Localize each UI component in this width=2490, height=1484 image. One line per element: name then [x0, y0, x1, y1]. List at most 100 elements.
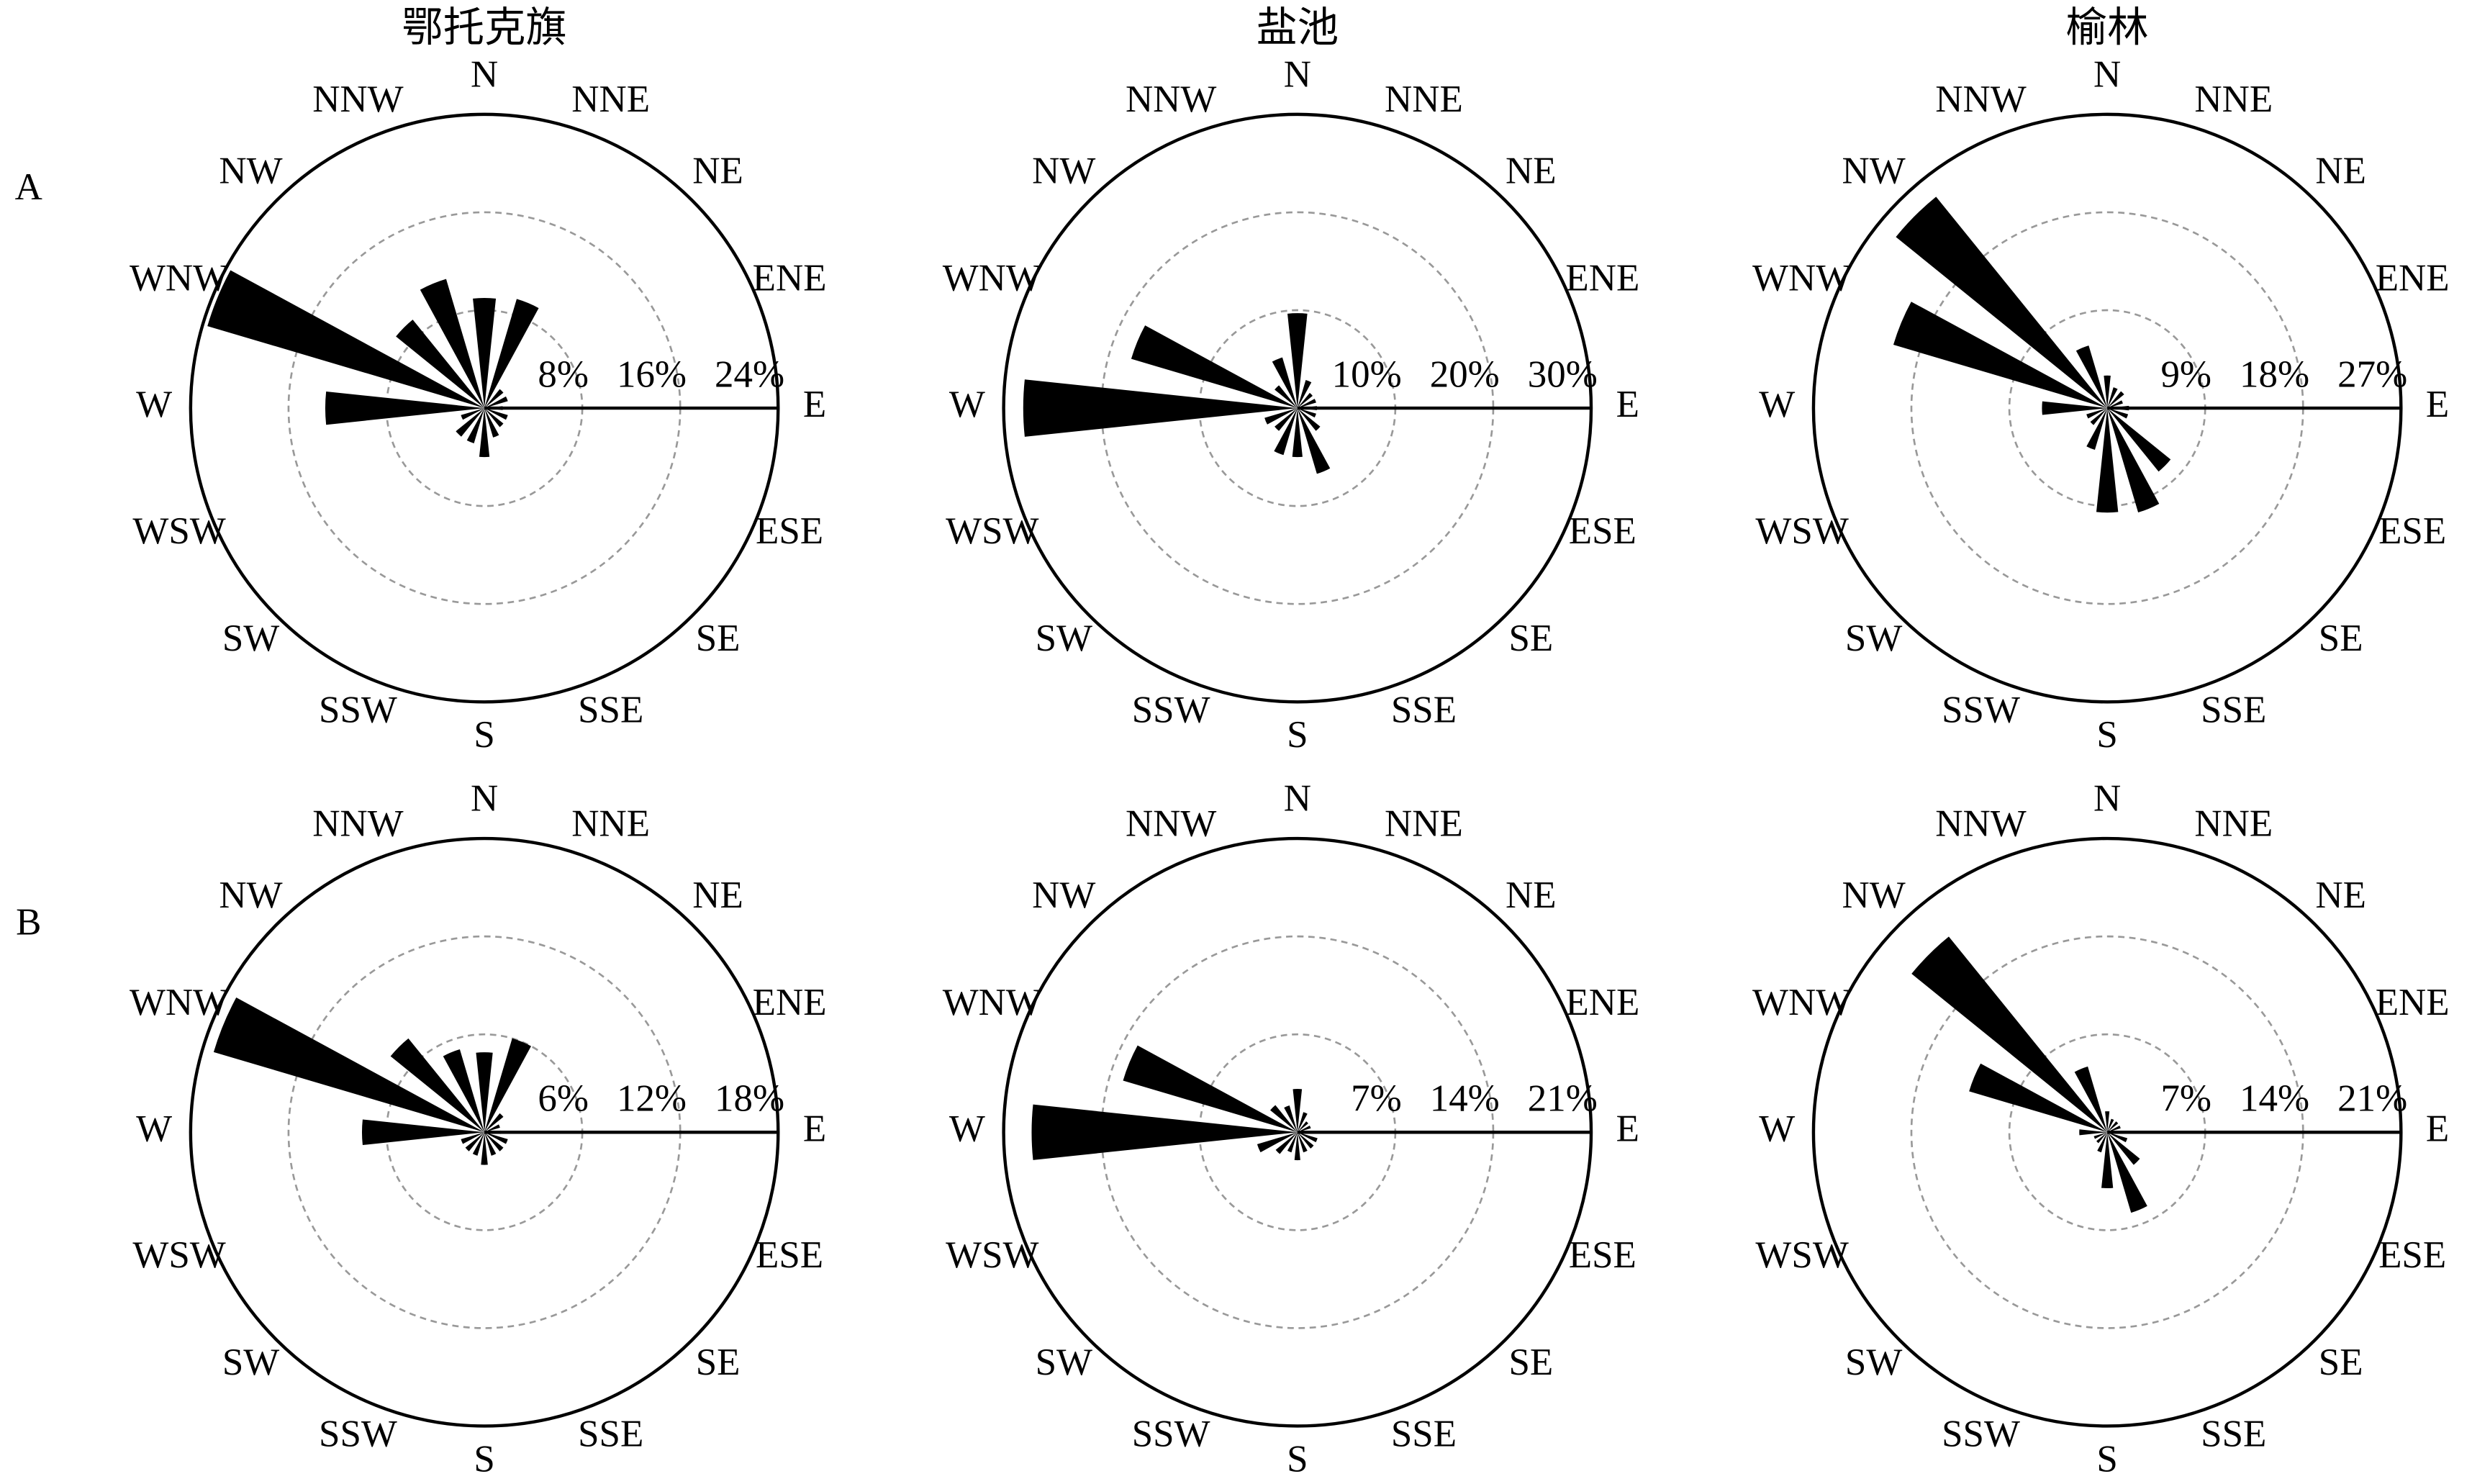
chart-title: 榆林	[2066, 5, 2149, 50]
direction-label: N	[471, 53, 498, 95]
wind-bar	[476, 1052, 493, 1133]
wind-bar	[484, 1132, 497, 1156]
direction-label: E	[803, 1108, 826, 1149]
direction-label: WSW	[1755, 1234, 1848, 1276]
wind-bar	[1297, 399, 1316, 409]
direction-label: SSE	[2201, 1413, 2266, 1454]
direction-label: NW	[1032, 150, 1095, 192]
wind-bar	[2096, 408, 2119, 513]
direction-label: S	[1287, 714, 1308, 756]
direction-label: S	[2096, 1438, 2117, 1480]
wind-bar	[1297, 1121, 1308, 1133]
wind-bar	[456, 408, 485, 437]
wind-bar	[1297, 1125, 1311, 1133]
wind-bar	[484, 396, 508, 409]
direction-label: NNE	[571, 802, 650, 844]
r-tick-label: 30%	[1528, 353, 1598, 395]
wind-bar	[2107, 1121, 2119, 1133]
direction-label: WSW	[946, 510, 1038, 552]
wind-bar	[484, 1113, 504, 1133]
r-tick-label: 12%	[617, 1077, 687, 1119]
wind-bar	[461, 1132, 485, 1144]
wind-bar	[1287, 1132, 1298, 1153]
wind-bar	[2107, 408, 2129, 419]
direction-label: W	[1759, 384, 1795, 425]
wind-bar	[1969, 1063, 2108, 1133]
direction-label: ENE	[753, 258, 827, 299]
direction-label: NW	[1032, 874, 1095, 916]
wind-bar	[1292, 1088, 1303, 1133]
wind-bar	[2074, 1066, 2108, 1133]
wind-bar	[1297, 392, 1313, 409]
direction-label: SSW	[1132, 1413, 1210, 1454]
direction-label: SE	[1508, 1342, 1553, 1383]
wind-bar	[443, 1049, 485, 1133]
direction-label: NE	[2315, 874, 2366, 916]
wind-bar	[2107, 408, 2160, 513]
wind-bar	[2107, 1118, 2114, 1133]
r-tick-label: 8%	[538, 353, 589, 395]
wind-bar	[1292, 408, 1303, 458]
direction-label: WSW	[132, 510, 225, 552]
wind-bar	[472, 1132, 485, 1156]
direction-label: SSE	[578, 689, 643, 730]
direction-label: NNE	[1385, 802, 1463, 844]
row-label: A	[15, 166, 42, 208]
wind-bar	[1270, 1105, 1298, 1133]
wind-bar	[2107, 1125, 2121, 1133]
direction-label: SSE	[578, 1413, 643, 1454]
wind-bar	[1274, 408, 1298, 456]
wind-bar	[1297, 1132, 1308, 1153]
direction-label: N	[2093, 777, 2121, 819]
wind-bar	[2075, 345, 2108, 409]
wind-bar	[1297, 1132, 1314, 1149]
direction-label: NE	[692, 150, 743, 192]
wind-bar	[1297, 1131, 1312, 1134]
direction-label: ESE	[2378, 510, 2446, 552]
wind-bar	[2107, 387, 2118, 409]
direction-label: N	[1284, 53, 1311, 95]
wind-bar	[1131, 325, 1298, 409]
wind-bar	[1893, 302, 2108, 409]
wind-bar	[2107, 1131, 2122, 1134]
wind-bar	[481, 1132, 488, 1165]
wind-bar	[2042, 401, 2108, 415]
wind-bar	[1031, 1104, 1298, 1160]
wind-bar	[2097, 1132, 2108, 1153]
wind-bar	[207, 270, 485, 409]
direction-label: WNW	[1752, 982, 1852, 1023]
direction-label: ESE	[1569, 510, 1636, 552]
direction-label: WNW	[130, 982, 229, 1023]
direction-label: SE	[1508, 617, 1553, 659]
direction-label: NE	[692, 874, 743, 916]
direction-label: SE	[696, 1342, 741, 1383]
wind-bar	[2079, 1129, 2108, 1136]
direction-label: SW	[1845, 1342, 1902, 1383]
direction-label: NNE	[2194, 78, 2273, 120]
wind-bar	[484, 389, 504, 409]
wind-bar	[484, 408, 499, 438]
direction-label: SSE	[1391, 689, 1457, 730]
r-tick-label: 21%	[1528, 1077, 1598, 1119]
direction-label: ESE	[1569, 1234, 1636, 1276]
wind-bar	[484, 1124, 500, 1133]
direction-label: S	[474, 1438, 494, 1480]
r-tick-label: 21%	[2337, 1077, 2407, 1119]
direction-label: NNW	[312, 78, 403, 120]
direction-label: NE	[2315, 150, 2366, 192]
wind-bar	[361, 1119, 485, 1146]
wind-bar	[1023, 379, 1298, 437]
direction-label: SW	[222, 1342, 279, 1383]
direction-label: SE	[696, 617, 741, 659]
direction-label: NNW	[1126, 802, 1216, 844]
wind-bar	[1264, 408, 1298, 425]
wind-bar	[1275, 1132, 1298, 1154]
direction-label: NNE	[571, 78, 650, 120]
direction-label: E	[1616, 1108, 1639, 1149]
row-label: B	[16, 902, 41, 944]
wind-bar	[1297, 1112, 1308, 1133]
direction-label: ENE	[2376, 982, 2450, 1023]
direction-label: WSW	[1755, 510, 1848, 552]
direction-label: ENE	[2376, 258, 2450, 299]
